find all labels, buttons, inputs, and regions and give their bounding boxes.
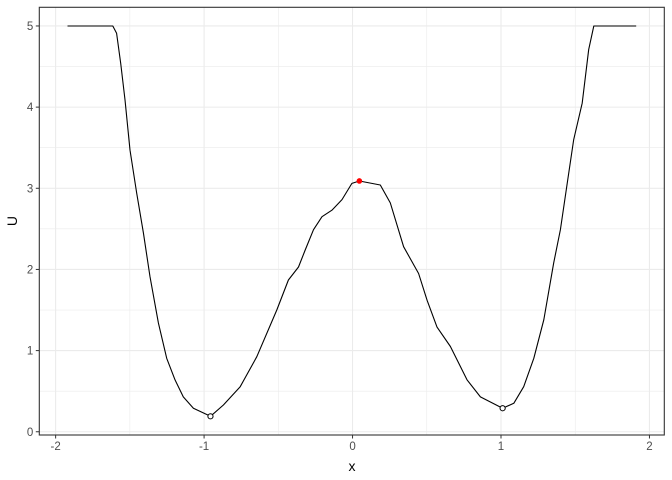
potential-curve [67,25,637,417]
x-tick-label: -1 [199,441,209,453]
x-tick-label: 2 [646,441,652,453]
y-tick-label: 4 [27,102,34,114]
y-tick-label: 1 [27,346,33,358]
maximum-point [356,178,363,184]
y-axis-title: U [4,216,20,226]
panel-border [38,6,665,436]
x-tick-label: -2 [51,441,61,453]
series-layer [67,25,637,417]
grid [39,7,665,435]
x-axis: -2 -1 0 1 2 [51,435,653,453]
y-axis: 0 1 2 3 4 5 [27,21,40,439]
x-tick-label: 0 [349,441,355,453]
x-tick-label: 1 [498,441,504,453]
minimum-point [499,405,506,412]
y-tick-label: 2 [27,264,33,276]
x-axis-title: x [349,458,356,474]
points-layer [207,178,506,420]
minimum-point [207,413,214,420]
y-tick-label: 0 [27,427,33,439]
y-tick-label: 3 [27,183,33,195]
y-tick-label: 5 [27,21,33,33]
